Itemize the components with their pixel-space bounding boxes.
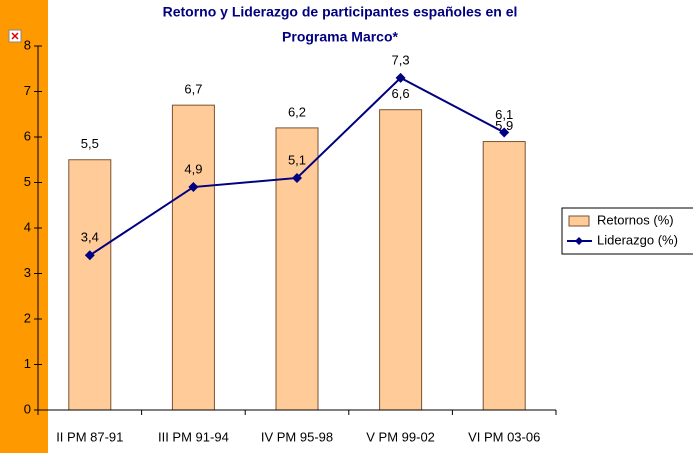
line-marker xyxy=(395,72,406,83)
y-tick-label: 2 xyxy=(24,310,31,325)
y-tick-label: 6 xyxy=(24,128,31,143)
line-value-label: 6,1 xyxy=(495,107,513,122)
bar-value-label: 6,2 xyxy=(288,104,306,119)
x-tick-label: VI PM 03-06 xyxy=(468,429,540,444)
y-tick-label: 4 xyxy=(24,219,31,234)
line-value-label: 3,4 xyxy=(81,230,99,245)
chart-title: Retorno y Liderazgo de participantes esp… xyxy=(163,4,518,20)
line-value-label: 7,3 xyxy=(392,52,410,67)
broken-image-icon xyxy=(8,29,22,43)
bar xyxy=(275,127,319,411)
bar-value-label: 6,6 xyxy=(392,86,410,101)
bar xyxy=(68,159,112,411)
y-tick-label: 3 xyxy=(24,265,31,280)
legend-marker xyxy=(575,237,583,245)
x-tick-label: III PM 91-94 xyxy=(158,429,229,444)
line-marker xyxy=(499,127,510,138)
bar xyxy=(482,141,526,411)
side-strip xyxy=(0,0,48,453)
line-marker xyxy=(188,182,199,193)
bar xyxy=(379,109,423,411)
y-tick-label: 0 xyxy=(24,401,31,416)
legend-box xyxy=(561,207,693,255)
line-value-label: 5,1 xyxy=(288,152,306,167)
y-tick-label: 7 xyxy=(24,83,31,98)
bar-value-label: 5,5 xyxy=(81,136,99,151)
line-value-label: 4,9 xyxy=(184,161,202,176)
y-tick-label: 8 xyxy=(24,37,31,52)
y-tick-label: 5 xyxy=(24,174,31,189)
line-marker xyxy=(292,172,302,183)
y-tick-label: 1 xyxy=(24,356,31,371)
line-marker xyxy=(84,250,95,261)
chart-subtitle: Programa Marco* xyxy=(282,29,398,45)
x-tick-label: II PM 87-91 xyxy=(56,429,123,444)
legend-label: Retornos (%) xyxy=(597,212,674,227)
legend-label: Liderazgo (%) xyxy=(597,232,678,247)
legend-swatch xyxy=(568,215,590,227)
bar-value-label: 6,7 xyxy=(184,82,202,97)
bar xyxy=(171,104,215,411)
x-tick-label: IV PM 95-98 xyxy=(261,429,333,444)
x-tick-label: V PM 99-02 xyxy=(366,429,435,444)
